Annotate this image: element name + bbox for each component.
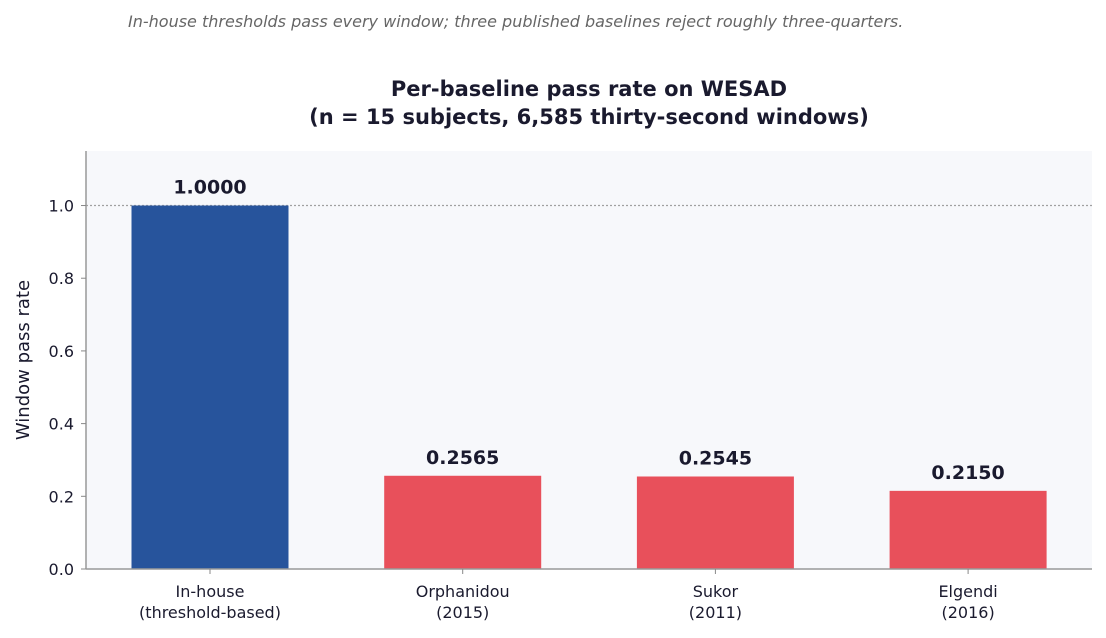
- y-tick-label-1: 0.2: [49, 487, 74, 506]
- x-tick-label-2-0: Sukor: [693, 582, 739, 601]
- x-tick-label-3-1: (2016): [941, 603, 994, 622]
- bar-1: [384, 475, 542, 569]
- bar-0: [131, 205, 289, 570]
- chart-title-line-2: (n = 15 subjects, 6,585 thirty-second wi…: [309, 105, 869, 129]
- x-tick-label-1-1: (2015): [436, 603, 489, 622]
- y-tick-label-2: 0.4: [49, 415, 74, 434]
- bar-3: [889, 490, 1047, 569]
- bar-2: [636, 476, 794, 569]
- y-tick-label-3: 0.6: [49, 342, 74, 361]
- y-tick-label-5: 1.0: [49, 197, 74, 216]
- x-tick-label-0-0: In-house: [176, 582, 245, 601]
- y-axis-label: Window pass rate: [13, 280, 34, 440]
- chart-title-line-1: Per-baseline pass rate on WESAD: [391, 77, 787, 101]
- x-tick-label-1-0: Orphanidou: [416, 582, 510, 601]
- bar-value-label-2: 0.2545: [679, 447, 752, 469]
- y-tick-label-0: 0.0: [49, 560, 74, 579]
- bar-value-label-1: 0.2565: [426, 447, 499, 469]
- bar-value-label-3: 0.2150: [931, 462, 1004, 484]
- chart-caption: In-house thresholds pass every window; t…: [128, 12, 904, 31]
- y-tick-label-4: 0.8: [49, 269, 74, 288]
- x-tick-label-3-0: Elgendi: [938, 582, 997, 601]
- bar-value-label-0: 1.0000: [173, 177, 246, 199]
- x-tick-label-2-1: (2011): [689, 603, 742, 622]
- x-tick-label-0-1: (threshold-based): [139, 603, 281, 622]
